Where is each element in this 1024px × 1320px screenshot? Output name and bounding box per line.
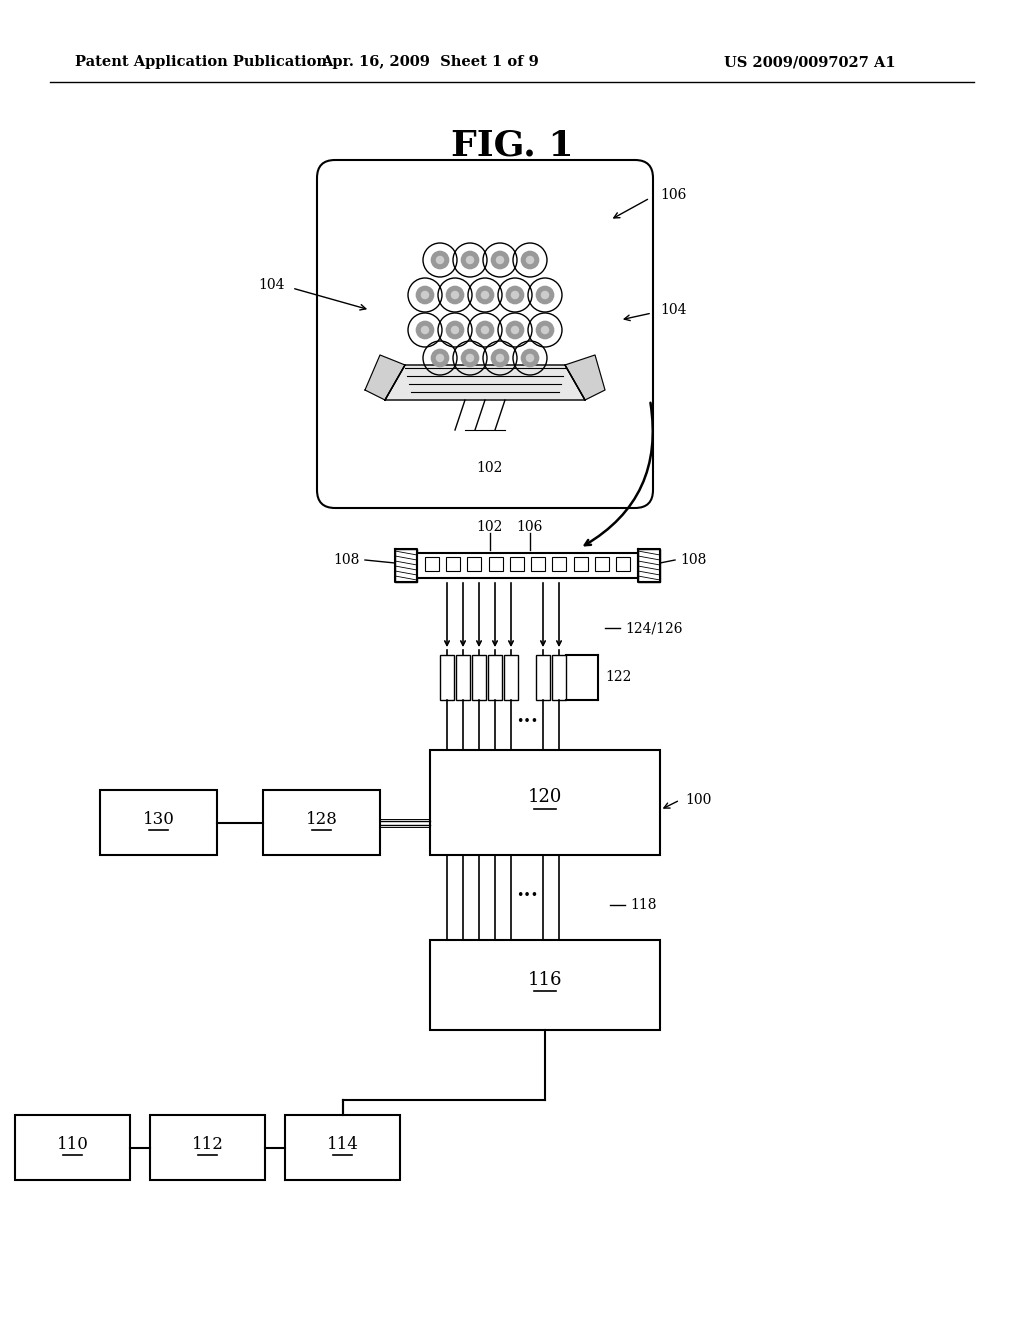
Bar bbox=[536, 655, 550, 700]
Text: 120: 120 bbox=[527, 788, 562, 807]
Polygon shape bbox=[385, 366, 585, 400]
Circle shape bbox=[451, 290, 459, 300]
Text: 104: 104 bbox=[258, 279, 285, 292]
Text: 128: 128 bbox=[305, 810, 338, 828]
Text: 106: 106 bbox=[517, 520, 543, 535]
Text: 122: 122 bbox=[605, 671, 632, 684]
Bar bbox=[616, 557, 630, 572]
Circle shape bbox=[490, 251, 509, 269]
Bar bbox=[100, 789, 217, 855]
Text: •••: ••• bbox=[516, 888, 538, 902]
Text: 104: 104 bbox=[660, 304, 686, 317]
Bar bbox=[430, 940, 660, 1030]
Text: 112: 112 bbox=[191, 1137, 223, 1152]
Text: Patent Application Publication: Patent Application Publication bbox=[75, 55, 327, 69]
Bar bbox=[573, 557, 588, 572]
Circle shape bbox=[480, 326, 489, 334]
Circle shape bbox=[466, 256, 474, 264]
Text: Apr. 16, 2009  Sheet 1 of 9: Apr. 16, 2009 Sheet 1 of 9 bbox=[322, 55, 539, 69]
Circle shape bbox=[476, 285, 495, 305]
Circle shape bbox=[520, 251, 540, 269]
Text: 124/126: 124/126 bbox=[625, 620, 683, 635]
Circle shape bbox=[461, 348, 479, 367]
Circle shape bbox=[451, 326, 459, 334]
Text: 108: 108 bbox=[680, 553, 707, 568]
Circle shape bbox=[461, 251, 479, 269]
Bar bbox=[552, 557, 566, 572]
Text: 130: 130 bbox=[142, 810, 174, 828]
Circle shape bbox=[445, 285, 464, 305]
Text: FIG. 1: FIG. 1 bbox=[451, 128, 573, 162]
Circle shape bbox=[436, 354, 444, 362]
Circle shape bbox=[421, 326, 429, 334]
Circle shape bbox=[511, 326, 519, 334]
Circle shape bbox=[476, 321, 495, 339]
Text: 114: 114 bbox=[327, 1137, 358, 1152]
Bar bbox=[531, 557, 545, 572]
Bar bbox=[456, 655, 470, 700]
Text: 118: 118 bbox=[630, 898, 656, 912]
Text: 108: 108 bbox=[334, 553, 360, 568]
Text: 100: 100 bbox=[685, 793, 712, 807]
Bar bbox=[552, 655, 566, 700]
Text: •••: ••• bbox=[516, 715, 538, 729]
Bar bbox=[638, 549, 660, 582]
Circle shape bbox=[511, 290, 519, 300]
Text: 102: 102 bbox=[477, 461, 503, 475]
Circle shape bbox=[520, 348, 540, 367]
Bar bbox=[150, 1115, 265, 1180]
Bar bbox=[440, 655, 454, 700]
FancyBboxPatch shape bbox=[317, 160, 653, 508]
Bar bbox=[395, 549, 417, 582]
Circle shape bbox=[480, 290, 489, 300]
Bar bbox=[263, 789, 380, 855]
Circle shape bbox=[466, 354, 474, 362]
Bar bbox=[425, 557, 439, 572]
Circle shape bbox=[445, 321, 464, 339]
Circle shape bbox=[421, 290, 429, 300]
Bar bbox=[488, 655, 502, 700]
Bar bbox=[417, 553, 638, 578]
Circle shape bbox=[541, 290, 549, 300]
Text: 116: 116 bbox=[527, 972, 562, 989]
Circle shape bbox=[490, 348, 509, 367]
Bar bbox=[15, 1115, 130, 1180]
Bar bbox=[510, 557, 524, 572]
Circle shape bbox=[541, 326, 549, 334]
Text: 102: 102 bbox=[477, 520, 503, 535]
Bar bbox=[467, 557, 481, 572]
Circle shape bbox=[506, 321, 524, 339]
Circle shape bbox=[506, 285, 524, 305]
Bar bbox=[488, 557, 503, 572]
Circle shape bbox=[525, 256, 535, 264]
Bar bbox=[595, 557, 609, 572]
Bar bbox=[472, 655, 486, 700]
Circle shape bbox=[436, 256, 444, 264]
Circle shape bbox=[416, 321, 434, 339]
Circle shape bbox=[431, 348, 450, 367]
Circle shape bbox=[431, 251, 450, 269]
Circle shape bbox=[496, 354, 504, 362]
Bar bbox=[285, 1115, 400, 1180]
Bar bbox=[504, 655, 518, 700]
Text: 110: 110 bbox=[56, 1137, 88, 1152]
Text: 106: 106 bbox=[660, 187, 686, 202]
Circle shape bbox=[496, 256, 504, 264]
Circle shape bbox=[536, 285, 554, 305]
Polygon shape bbox=[365, 355, 406, 400]
Bar bbox=[430, 750, 660, 855]
Circle shape bbox=[525, 354, 535, 362]
Text: US 2009/0097027 A1: US 2009/0097027 A1 bbox=[724, 55, 896, 69]
Circle shape bbox=[416, 285, 434, 305]
Polygon shape bbox=[565, 355, 605, 400]
Bar bbox=[446, 557, 460, 572]
Circle shape bbox=[536, 321, 554, 339]
